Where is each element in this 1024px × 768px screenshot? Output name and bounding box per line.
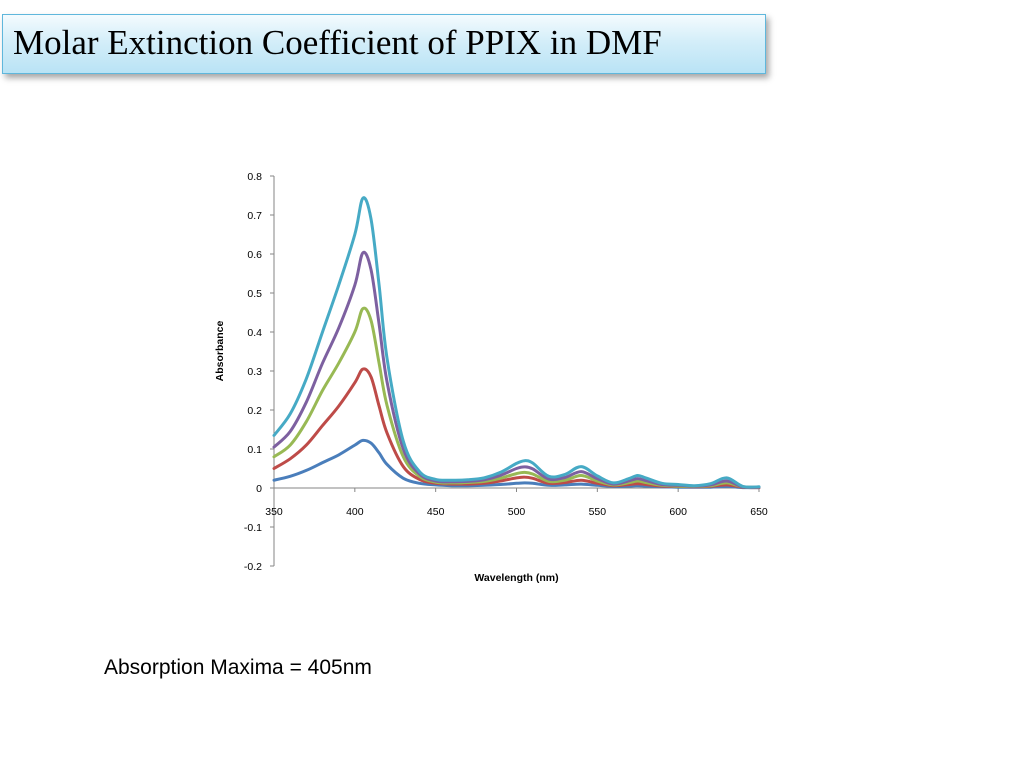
series-line-5 (272, 196, 761, 489)
y-tick-label: 0.7 (247, 210, 262, 222)
y-tick-label: 0.2 (247, 405, 262, 417)
y-tick-label: -0.1 (244, 522, 262, 534)
x-tick-label: 600 (669, 506, 687, 518)
x-axis-title: Wavelength (nm) (474, 572, 558, 584)
y-tick-label: 0.8 (247, 171, 262, 183)
y-tick-label: 0.3 (247, 366, 262, 378)
y-tick-label: 0.6 (247, 249, 262, 261)
series-line-3 (272, 306, 761, 489)
slide-title: Molar Extinction Coefficient of PPIX in … (13, 23, 662, 62)
y-tick-label: 0.5 (247, 288, 262, 300)
x-tick-label: 350 (265, 506, 283, 518)
x-tick-label: 400 (346, 506, 364, 518)
x-tick-label: 500 (508, 506, 526, 518)
absorption-maxima-note: Absorption Maxima = 405nm (104, 656, 372, 679)
y-tick-label: 0.4 (247, 327, 262, 339)
slide-title-box: Molar Extinction Coefficient of PPIX in … (2, 14, 766, 74)
x-tick-label: 650 (750, 506, 768, 518)
y-tick-label: -0.2 (244, 561, 262, 573)
y-tick-label: 0 (256, 483, 262, 495)
series-line-4 (272, 250, 761, 489)
x-tick-label: 450 (427, 506, 445, 518)
y-tick-label: 0.1 (247, 444, 262, 456)
y-axis-title: Absorbance (214, 321, 226, 382)
x-tick-label: 550 (589, 506, 607, 518)
